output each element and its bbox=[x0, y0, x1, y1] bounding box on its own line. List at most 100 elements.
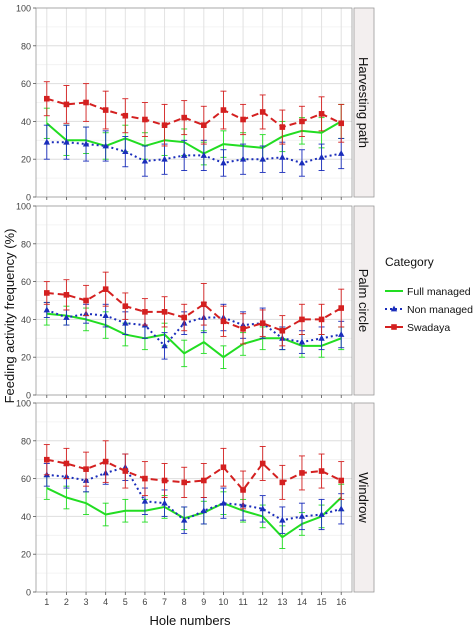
data-point bbox=[63, 292, 70, 298]
data-point bbox=[102, 107, 109, 113]
data-point bbox=[43, 95, 50, 102]
series-line bbox=[46, 466, 342, 522]
x-tick-label: 16 bbox=[336, 597, 346, 607]
panel-2: 0 20 40 60 80 100 Palm circle bbox=[16, 202, 375, 401]
data-point bbox=[318, 468, 325, 474]
data-point bbox=[141, 497, 149, 504]
facet-strip-label: Palm circle bbox=[356, 269, 371, 333]
y-tick-label: 40 bbox=[21, 512, 31, 522]
x-tick-label: 10 bbox=[218, 597, 228, 607]
data-point bbox=[83, 466, 89, 472]
x-tick-label: 12 bbox=[258, 597, 268, 607]
series-non-managed bbox=[43, 124, 345, 177]
data-point bbox=[181, 314, 187, 321]
x-tick-label: 5 bbox=[123, 597, 128, 607]
data-point bbox=[279, 479, 286, 486]
y-tick-label: 60 bbox=[21, 79, 31, 89]
data-point bbox=[240, 326, 246, 332]
series-swadaya bbox=[43, 271, 345, 347]
x-axis-title: Hole numbers bbox=[150, 613, 231, 628]
x-tick-label: 8 bbox=[182, 597, 187, 607]
data-point bbox=[142, 475, 148, 482]
data-point bbox=[83, 297, 89, 304]
x-tick-label: 11 bbox=[238, 597, 247, 607]
data-point bbox=[259, 460, 266, 467]
x-tick-label: 3 bbox=[84, 597, 89, 607]
series-line bbox=[46, 312, 342, 359]
y-tick-label: 100 bbox=[16, 4, 31, 14]
data-point bbox=[338, 331, 345, 337]
data-point bbox=[220, 107, 227, 113]
y-tick-label: 40 bbox=[21, 315, 31, 325]
data-point bbox=[338, 150, 345, 156]
data-point bbox=[201, 477, 207, 484]
panel-border bbox=[35, 402, 353, 593]
x-tick-label: 7 bbox=[162, 597, 167, 607]
data-point bbox=[200, 507, 208, 514]
legend-entry: Full managed bbox=[385, 286, 471, 298]
y-tick-label: 100 bbox=[16, 399, 31, 409]
y-axis-title: Feeding activity frequency (%) bbox=[2, 229, 17, 404]
series-line bbox=[46, 120, 342, 155]
data-point bbox=[63, 314, 70, 320]
data-point bbox=[338, 120, 345, 127]
legend-label: Swadaya bbox=[407, 322, 450, 334]
data-point bbox=[259, 320, 266, 326]
data-point bbox=[279, 327, 286, 334]
data-point bbox=[122, 303, 129, 309]
legend-entry: Swadaya bbox=[385, 322, 450, 334]
data-point bbox=[240, 116, 246, 123]
data-point bbox=[102, 286, 109, 292]
data-point bbox=[318, 111, 325, 117]
data-point bbox=[318, 316, 325, 323]
x-tick-label: 14 bbox=[297, 597, 307, 607]
data-point bbox=[142, 116, 148, 123]
data-point bbox=[201, 122, 207, 128]
data-point bbox=[239, 155, 247, 162]
data-point bbox=[240, 487, 246, 493]
data-point bbox=[161, 499, 168, 506]
x-tick-label: 2 bbox=[64, 597, 69, 607]
data-point bbox=[102, 458, 109, 465]
data-point bbox=[299, 316, 305, 323]
facet-strip-label: Harvesting path bbox=[356, 57, 371, 148]
x-tick-label: 15 bbox=[317, 597, 327, 607]
y-tick-label: 80 bbox=[21, 436, 31, 446]
data-point bbox=[279, 153, 286, 160]
legend-label: Full managed bbox=[407, 286, 471, 298]
data-point bbox=[220, 318, 227, 325]
x-tick-label: 6 bbox=[142, 597, 147, 607]
panel-border bbox=[35, 205, 353, 396]
y-tick-label: 80 bbox=[21, 239, 31, 249]
panel-1: 0 20 40 60 80 100 Harvesting path bbox=[16, 4, 375, 203]
data-point bbox=[279, 124, 286, 130]
legend-title: Category bbox=[385, 255, 434, 269]
data-point bbox=[82, 140, 90, 147]
facet-strip-label: Windrow bbox=[356, 472, 371, 523]
data-point bbox=[161, 155, 168, 162]
data-point bbox=[122, 319, 129, 326]
x-tick-label: 9 bbox=[201, 597, 206, 607]
series-line bbox=[46, 141, 342, 164]
facet-strip bbox=[353, 402, 375, 593]
data-point bbox=[102, 142, 109, 149]
data-point bbox=[63, 138, 70, 145]
facet-strip bbox=[353, 205, 375, 396]
data-point bbox=[299, 470, 305, 476]
legend-swatch-marker bbox=[390, 305, 398, 312]
series-line bbox=[46, 458, 342, 491]
data-point bbox=[318, 153, 325, 160]
data-point bbox=[43, 290, 50, 296]
data-point bbox=[141, 157, 149, 164]
data-point bbox=[43, 306, 50, 313]
data-point bbox=[220, 159, 227, 166]
data-point bbox=[161, 477, 168, 484]
y-tick-label: 80 bbox=[21, 41, 31, 51]
data-point bbox=[200, 152, 208, 158]
data-point bbox=[63, 101, 70, 108]
data-point bbox=[298, 338, 306, 345]
data-point bbox=[181, 114, 187, 121]
y-tick-label: 40 bbox=[21, 117, 31, 127]
